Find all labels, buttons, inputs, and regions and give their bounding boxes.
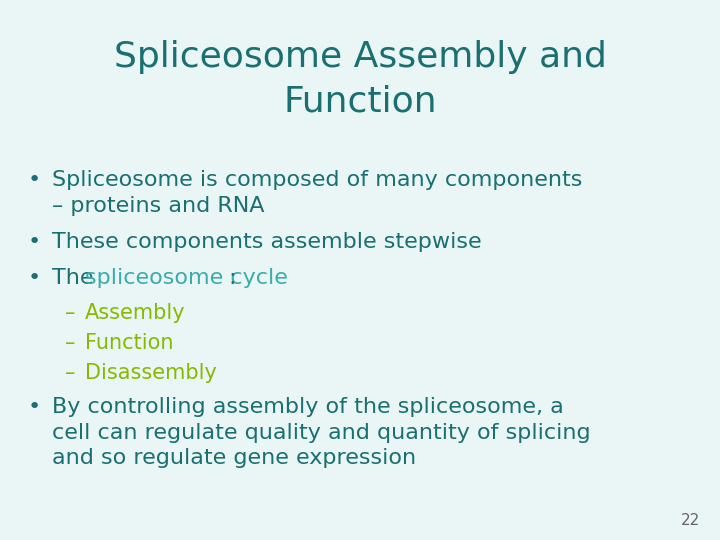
Text: The: The — [52, 268, 101, 288]
Text: Function: Function — [85, 333, 174, 353]
Text: 22: 22 — [680, 513, 700, 528]
Text: By controlling assembly of the spliceosome, a
cell can regulate quality and quan: By controlling assembly of the spliceoso… — [52, 397, 590, 468]
Text: •: • — [28, 268, 41, 288]
Text: spliceosome cycle: spliceosome cycle — [85, 268, 288, 288]
Text: –: – — [65, 363, 76, 383]
Text: These components assemble stepwise: These components assemble stepwise — [52, 232, 482, 252]
Text: Disassembly: Disassembly — [85, 363, 217, 383]
Text: Assembly: Assembly — [85, 303, 186, 323]
Text: :: : — [228, 268, 235, 288]
Text: Spliceosome is composed of many components
– proteins and RNA: Spliceosome is composed of many componen… — [52, 170, 582, 215]
Text: •: • — [28, 170, 41, 190]
Text: Spliceosome Assembly and
Function: Spliceosome Assembly and Function — [114, 40, 606, 119]
Text: •: • — [28, 232, 41, 252]
Text: –: – — [65, 333, 76, 353]
Text: •: • — [28, 397, 41, 417]
Text: –: – — [65, 303, 76, 323]
